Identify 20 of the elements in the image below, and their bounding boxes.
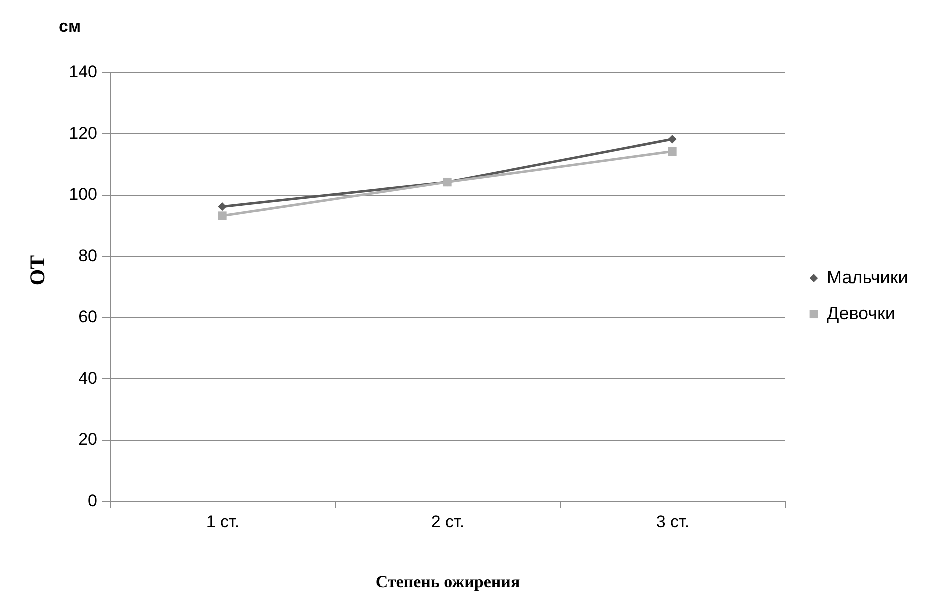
- x-tick-label: 1 ст.: [206, 512, 240, 532]
- y-tick-label: 120: [69, 124, 98, 143]
- text: см: [58, 17, 82, 36]
- y-tick-label: 100: [69, 185, 98, 204]
- y-tick-label: 60: [78, 308, 98, 327]
- point: [218, 202, 227, 212]
- y-axis-title: ОТ: [26, 255, 50, 286]
- point: [218, 212, 227, 220]
- y-tick-label: 40: [78, 368, 98, 388]
- point: [668, 147, 677, 156]
- x-axis-title: Степень ожирения: [376, 572, 520, 592]
- legend-label: Мальчики: [827, 267, 908, 288]
- legend-label: Девочки: [827, 303, 896, 324]
- x-tick-label: 3 ст.: [656, 512, 690, 532]
- point: [668, 135, 677, 144]
- y-tick-label: 80: [78, 246, 98, 266]
- x-tick-label: 2 ст.: [431, 512, 465, 532]
- y-tick-label: 20: [78, 430, 98, 450]
- y-tick-label: 0: [88, 492, 98, 510]
- y-tick-label: 140: [69, 62, 98, 82]
